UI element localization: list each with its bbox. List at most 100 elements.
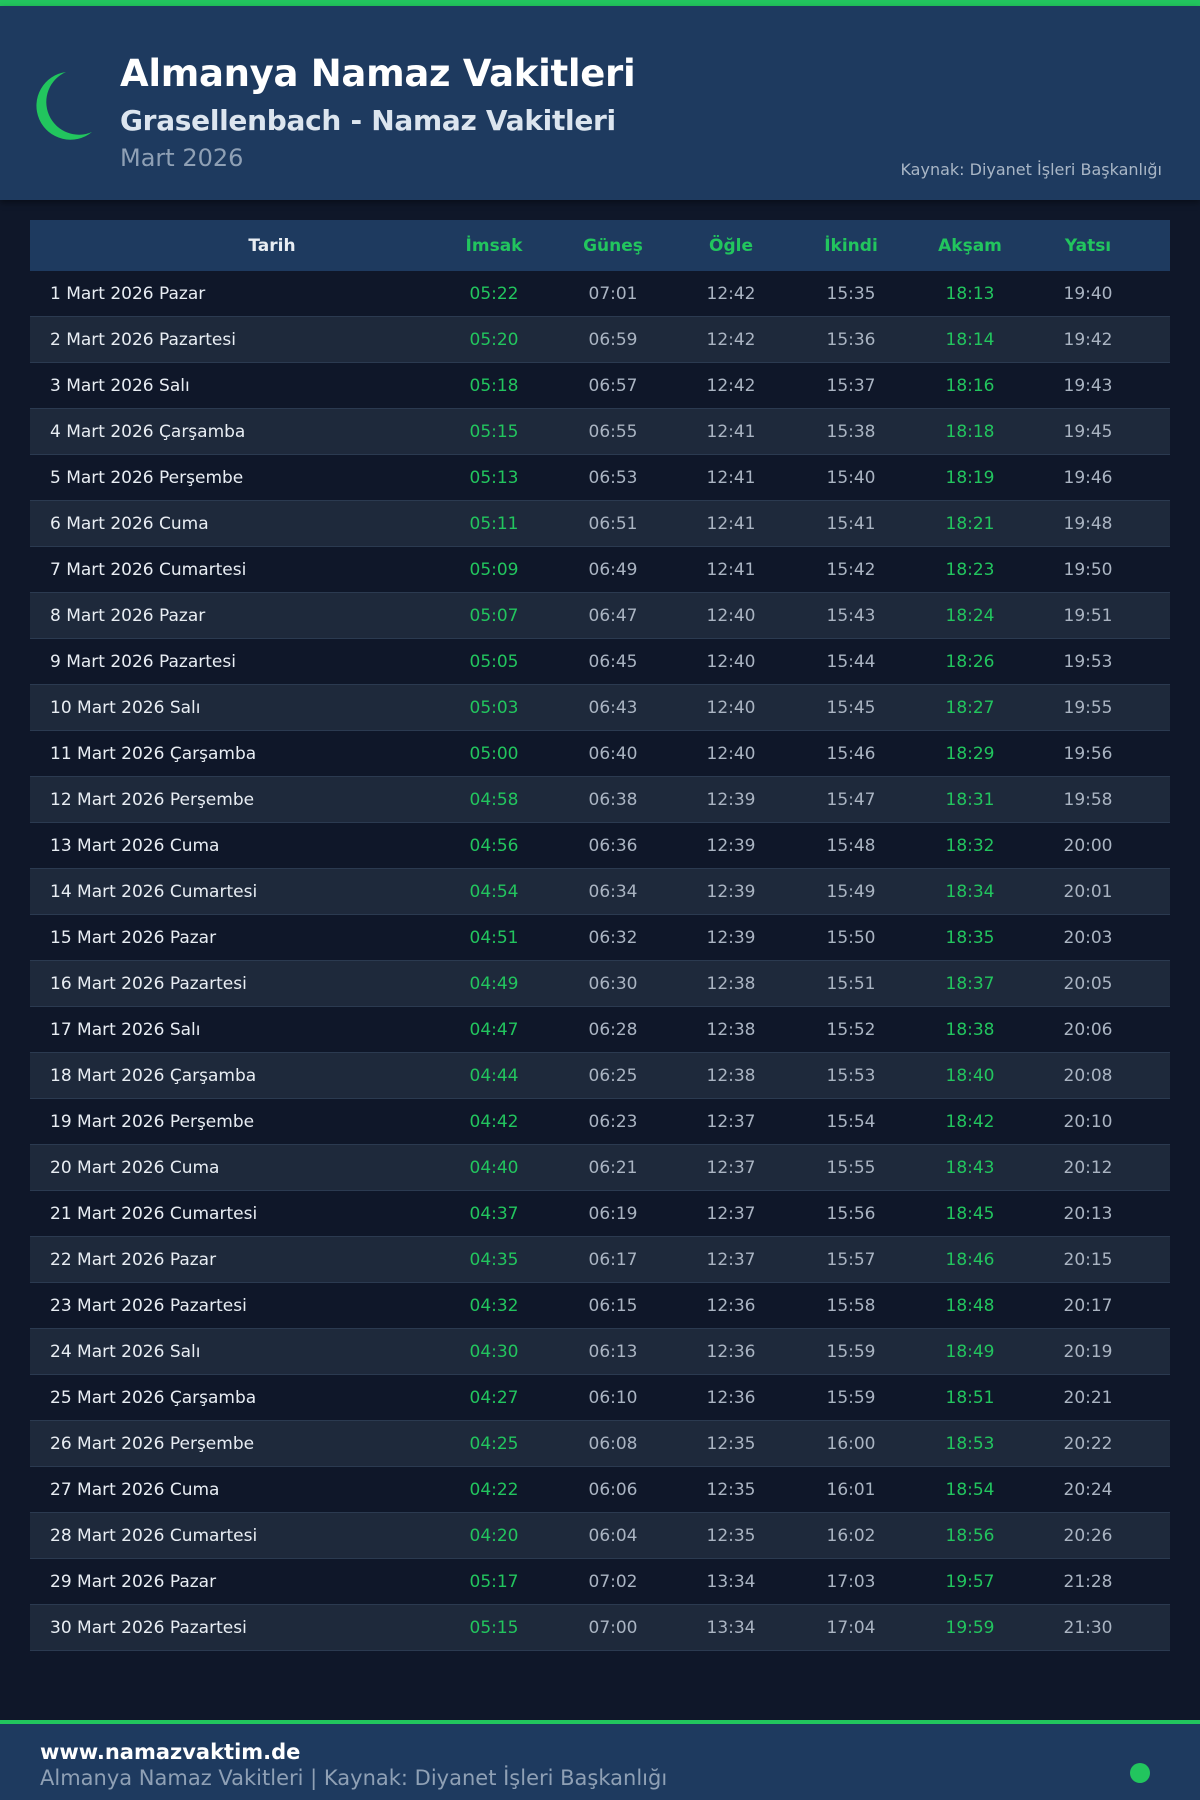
cell-ogle: 12:37 <box>706 1249 756 1270</box>
cell-tarih: 23 Mart 2026 Pazartesi <box>50 1295 247 1316</box>
cell-ogle: 12:39 <box>706 789 756 810</box>
cell-gunes: 06:19 <box>588 1203 638 1224</box>
cell-tarih: 4 Mart 2026 Çarşamba <box>50 421 246 442</box>
cell-ogle: 12:40 <box>706 605 756 626</box>
cell-ikindi: 16:00 <box>826 1433 876 1454</box>
footer: www.namazvaktim.de Almanya Namaz Vakitle… <box>0 1724 1200 1800</box>
cell-ikindi: 15:59 <box>826 1387 876 1408</box>
cell-ikindi: 15:54 <box>826 1111 876 1132</box>
cell-imsak: 04:40 <box>469 1157 519 1178</box>
table-row: 16 Mart 2026 Pazartesi 04:49 06:30 12:38 15:… <box>30 961 1170 1007</box>
cell-tarih: 18 Mart 2026 Çarşamba <box>50 1065 257 1086</box>
cell-yatsi: 19:43 <box>1063 375 1113 396</box>
cell-imsak: 05:15 <box>469 1617 519 1638</box>
table-row: 26 Mart 2026 Perşembe 04:25 06:08 12:35 16:0… <box>30 1421 1170 1467</box>
cell-aksam: 18:19 <box>945 467 995 488</box>
cell-imsak: 05:18 <box>469 375 519 396</box>
cell-ikindi: 15:52 <box>826 1019 876 1040</box>
footer-site-link[interactable]: www.namazvaktim.de <box>40 1740 301 1764</box>
cell-tarih: 14 Mart 2026 Cumartesi <box>50 881 258 902</box>
cell-aksam: 18:42 <box>945 1111 995 1132</box>
cell-tarih: 29 Mart 2026 Pazar <box>50 1571 217 1592</box>
cell-imsak: 05:17 <box>469 1571 519 1592</box>
cell-aksam: 19:59 <box>945 1617 995 1638</box>
cell-aksam: 18:54 <box>945 1479 995 1500</box>
cell-imsak: 04:49 <box>469 973 519 994</box>
cell-gunes: 06:34 <box>588 881 638 902</box>
cell-imsak: 05:11 <box>469 513 519 534</box>
table-row: 23 Mart 2026 Pazartesi 04:32 06:15 12:36 15:… <box>30 1283 1170 1329</box>
column-header-imsak: İmsak <box>465 235 523 256</box>
footer-accent-line <box>0 1720 1200 1724</box>
cell-ikindi: 15:59 <box>826 1341 876 1362</box>
cell-gunes: 06:10 <box>588 1387 638 1408</box>
cell-ogle: 13:34 <box>706 1617 756 1638</box>
table-row: 2 Mart 2026 Pazartesi 05:20 06:59 12:42 15:3… <box>30 317 1170 363</box>
cell-aksam: 18:14 <box>945 329 995 350</box>
cell-gunes: 06:17 <box>588 1249 638 1270</box>
cell-ikindi: 17:03 <box>826 1571 876 1592</box>
footer-text: Almanya Namaz Vakitleri | Kaynak: Diyane… <box>40 1766 668 1790</box>
table-row: 15 Mart 2026 Pazar 04:51 06:32 12:39 15:50 18… <box>30 915 1170 961</box>
page-title: Almanya Namaz Vakitleri <box>120 52 636 95</box>
cell-yatsi: 19:42 <box>1063 329 1113 350</box>
cell-aksam: 18:32 <box>945 835 995 856</box>
cell-ikindi: 15:43 <box>826 605 876 626</box>
cell-gunes: 06:57 <box>588 375 638 396</box>
cell-yatsi: 21:28 <box>1063 1571 1113 1592</box>
cell-ikindi: 15:42 <box>826 559 876 580</box>
cell-imsak: 04:30 <box>469 1341 519 1362</box>
cell-gunes: 06:36 <box>588 835 638 856</box>
cell-imsak: 04:54 <box>469 881 519 902</box>
cell-aksam: 18:38 <box>945 1019 995 1040</box>
cell-aksam: 18:56 <box>945 1525 995 1546</box>
cell-imsak: 04:51 <box>469 927 519 948</box>
cell-imsak: 04:37 <box>469 1203 519 1224</box>
cell-ogle: 12:39 <box>706 835 756 856</box>
cell-imsak: 04:32 <box>469 1295 519 1316</box>
cell-ikindi: 16:02 <box>826 1525 876 1546</box>
table-row: 17 Mart 2026 Salı 04:47 06:28 12:38 15:52 18:… <box>30 1007 1170 1053</box>
cell-imsak: 04:42 <box>469 1111 519 1132</box>
cell-gunes: 06:59 <box>588 329 638 350</box>
cell-ogle: 12:38 <box>706 1019 756 1040</box>
cell-aksam: 18:53 <box>945 1433 995 1454</box>
cell-ogle: 12:37 <box>706 1203 756 1224</box>
cell-ogle: 12:40 <box>706 743 756 764</box>
cell-ikindi: 15:48 <box>826 835 876 856</box>
cell-gunes: 06:13 <box>588 1341 638 1362</box>
table-header: Tarih İmsak Güneş Öğle İkindi Akşam Yatsı <box>30 220 1170 271</box>
cell-yatsi: 19:45 <box>1063 421 1113 442</box>
cell-tarih: 11 Mart 2026 Çarşamba <box>50 743 257 764</box>
cell-imsak: 04:20 <box>469 1525 519 1546</box>
column-header-tarih: Tarih <box>248 235 296 256</box>
cell-gunes: 06:28 <box>588 1019 638 1040</box>
cell-tarih: 7 Mart 2026 Cumartesi <box>50 559 247 580</box>
cell-gunes: 06:21 <box>588 1157 638 1178</box>
table-row: 14 Mart 2026 Cumartesi 04:54 06:34 12:39 15:… <box>30 869 1170 915</box>
cell-imsak: 05:20 <box>469 329 519 350</box>
cell-yatsi: 19:50 <box>1063 559 1113 580</box>
table-row: 22 Mart 2026 Pazar 04:35 06:17 12:37 15:57 18… <box>30 1237 1170 1283</box>
cell-gunes: 06:40 <box>588 743 638 764</box>
cell-yatsi: 20:13 <box>1063 1203 1113 1224</box>
cell-ikindi: 15:47 <box>826 789 876 810</box>
cell-tarih: 26 Mart 2026 Perşembe <box>50 1433 255 1454</box>
cell-yatsi: 21:30 <box>1063 1617 1113 1638</box>
cell-tarih: 27 Mart 2026 Cuma <box>50 1479 220 1500</box>
table-row: 10 Mart 2026 Salı 05:03 06:43 12:40 15:45 18:… <box>30 685 1170 731</box>
table-row: 28 Mart 2026 Cumartesi 04:20 06:04 12:35 16:… <box>30 1513 1170 1559</box>
cell-aksam: 18:34 <box>945 881 995 902</box>
table-row: 5 Mart 2026 Perşembe 05:13 06:53 12:41 15:40… <box>30 455 1170 501</box>
cell-yatsi: 19:58 <box>1063 789 1113 810</box>
cell-imsak: 05:13 <box>469 467 519 488</box>
column-header-ogle: Öğle <box>709 235 753 256</box>
cell-yatsi: 20:03 <box>1063 927 1113 948</box>
table-row: 9 Mart 2026 Pazartesi 05:05 06:45 12:40 15:4… <box>30 639 1170 685</box>
cell-tarih: 20 Mart 2026 Cuma <box>50 1157 220 1178</box>
cell-gunes: 07:02 <box>588 1571 638 1592</box>
cell-tarih: 1 Mart 2026 Pazar <box>50 283 206 304</box>
cell-tarih: 8 Mart 2026 Pazar <box>50 605 206 626</box>
cell-imsak: 05:15 <box>469 421 519 442</box>
cell-yatsi: 19:56 <box>1063 743 1113 764</box>
